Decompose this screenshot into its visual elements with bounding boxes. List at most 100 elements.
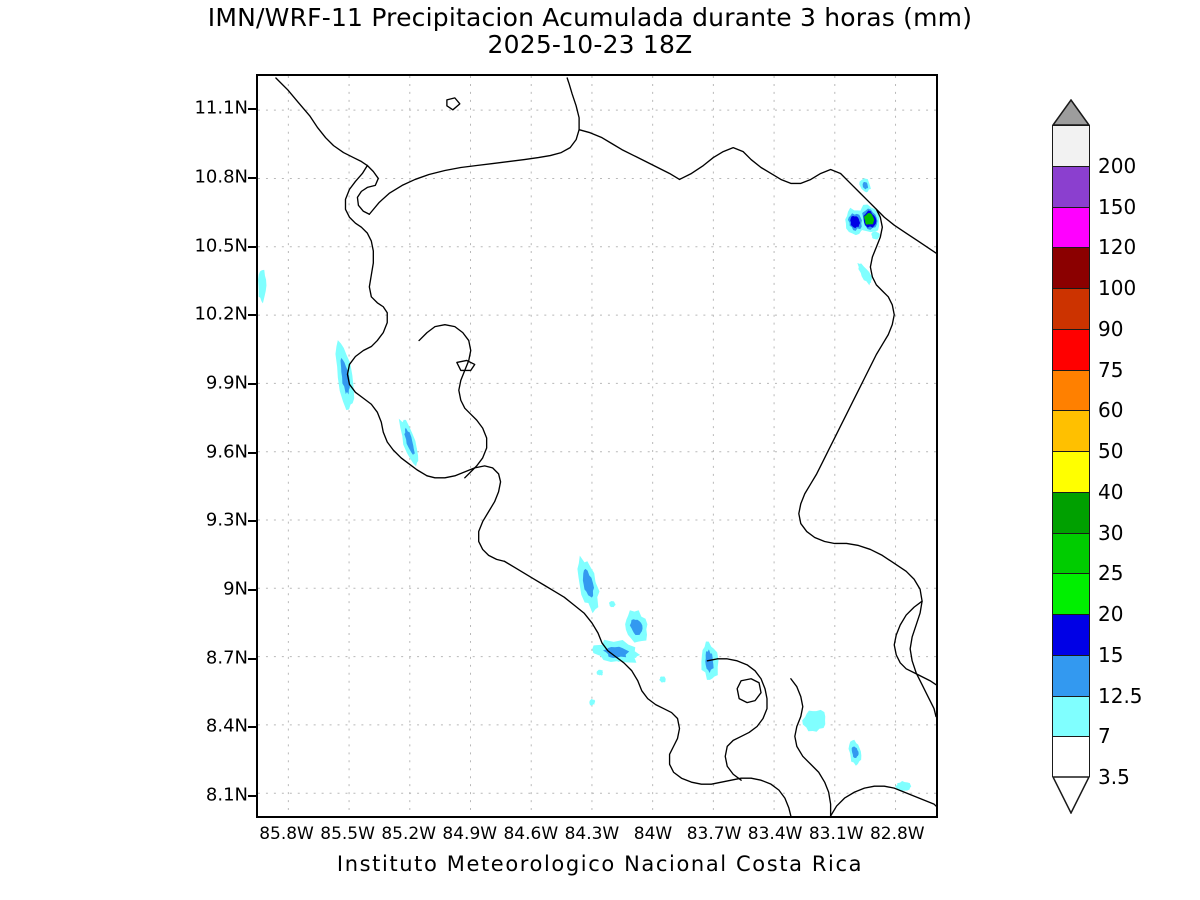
y-axis-tick-mark [248,657,256,660]
precip-contour-3.5mm [894,780,912,792]
x-axis-tick-label: 84.9W [442,824,498,844]
colorbar-swatch-90 [1053,289,1089,330]
coast-pacifico-central [503,560,792,816]
precip-contour-12.5mm [340,357,350,395]
colorbar-label-200: 200 [1098,153,1137,178]
colorbar-label-15: 15 [1098,642,1124,667]
precip-contour-12.5mm [629,619,643,635]
y-axis-tick-mark [248,589,256,592]
colorbar-swatch-50 [1053,411,1089,452]
map-plot-frame [256,74,938,818]
coast-golfo-dulce-inner [736,678,762,704]
y-axis-tick-mark [248,726,256,729]
x-axis-tick-label: 83.7W [686,824,742,844]
colorbar-swatches [1052,125,1090,778]
y-axis-tick-mark [248,520,256,523]
x-axis-tick-label: 83.1W [808,824,864,844]
colorbar-label-50: 50 [1098,439,1124,463]
footer-attribution: Instituto Meteorologico Nacional Costa R… [336,852,864,876]
precip-contour-3.5mm [258,269,267,304]
coast-nicoya-peninsula [426,465,506,563]
y-axis-tick-label: 10.5N [194,235,248,257]
precip-contour-12.5mm [862,182,869,190]
colorbar-label-3.5: 3.5 [1098,765,1130,789]
page-title: IMN/WRF-11 Precipitacion Acumulada duran… [207,3,973,32]
colorbar-label-60: 60 [1098,398,1124,423]
y-axis-tick-label: 8.4N [205,715,248,737]
colorbar-label-30: 30 [1098,520,1124,545]
colorbar-label-7: 7 [1098,724,1111,749]
colorbar-label-40: 40 [1098,479,1124,504]
x-axis-tick-label: 85.5W [320,824,375,844]
y-axis-tick-mark [248,108,256,111]
coast-guanacaste-pacific [344,164,428,477]
precip-speck [871,231,880,240]
precip-contour-12.5mm [851,746,859,759]
precipitation-contours [258,178,912,792]
precip-contour-12.5mm [404,427,415,455]
precip-speck [596,669,603,676]
colorbar-swatch-120 [1053,207,1089,249]
x-axis-tick-label: 85.8W [259,824,314,844]
colorbar-swatch-25 [1053,533,1089,575]
y-axis-tick-label: 9.9N [205,372,248,394]
island-gulf-nicoya [456,359,476,372]
coast-panama-caribbean [893,600,936,686]
x-axis-tick-labels: 85.8W 85.5W 85.2W 84.9W 84.6W 84.3W 84W 83.7W 83… [256,824,938,852]
y-axis-tick-label: 9N [223,578,248,600]
y-axis-tick-mark [248,383,256,386]
colorbar-swatch-7 [1053,696,1089,738]
y-axis-tick-mark [248,177,256,179]
y-axis-tick-mark [248,245,256,248]
precip-contour-12.5mm [705,649,714,673]
precip-contour-20mm [864,212,875,225]
colorbar-swatch-200 [1053,126,1089,167]
y-axis-tick-label: 8.1N [205,784,248,806]
y-axis-tick-label: 11.1N [194,97,248,119]
y-axis-tick-mark [248,314,256,317]
colorbar-label-75: 75 [1098,357,1124,382]
y-axis-tick-mark [248,795,256,798]
coast-golfo-nicoya-west [418,323,488,479]
colorbar-swatch-100 [1053,248,1089,289]
colorbar-over-arrow-icon [1052,99,1090,126]
x-axis-tick-label: 84.6W [503,824,559,844]
colorbar-swatch-150 [1053,166,1089,208]
x-axis-tick-label: 83.4W [747,824,803,844]
y-axis-tick-label: 10.8N [194,166,248,188]
coast-golfo-dulce [706,658,768,781]
precip-speck [589,698,596,706]
precip-contour-12.5mm [582,568,595,598]
colorbar-swatch-60 [1053,370,1089,412]
coastline-and-borders [275,77,936,816]
border-nicaragua-interior [356,164,379,215]
x-axis-tick-label: 82.8W [869,824,925,844]
colorbar-under-arrow-icon [1052,776,1090,814]
colorbar-swatch-75 [1053,329,1089,371]
colorbar-label-20: 20 [1098,602,1124,626]
colorbar-swatch-40 [1053,452,1089,493]
x-axis-tick-label: 84W [633,824,673,844]
colorbar-swatch-12.5 [1053,655,1089,697]
x-axis-tick-label: 84.3W [564,824,620,844]
colorbar-swatch-3.5 [1053,737,1089,778]
coast-nicaragua-caribbean [578,129,681,181]
colorbar-label-150: 150 [1098,194,1137,219]
precip-speck [608,601,616,608]
border-nicaragua-costarica [368,77,580,215]
colorbar-label-90: 90 [1098,316,1124,341]
precip-speck [659,676,666,683]
colorbar-label-100: 100 [1098,276,1137,300]
colorbar-label-120: 120 [1098,235,1137,260]
chart-subtitle: 2025-10-23 18Z [487,30,693,59]
map-plot-area [256,74,938,818]
colorbar-label-25: 25 [1098,561,1124,586]
border-panama [790,678,832,816]
y-axis-tick-label: 9.3N [205,509,248,531]
y-axis-tick-label: 10.2N [194,303,248,325]
precip-contour-15mm [850,215,861,229]
y-axis-tick-label: 8.7N [205,647,248,669]
coast-caribbean-north [678,146,936,254]
colorbar-label-12.5: 12.5 [1098,683,1143,708]
precip-contour-7mm [806,712,823,728]
